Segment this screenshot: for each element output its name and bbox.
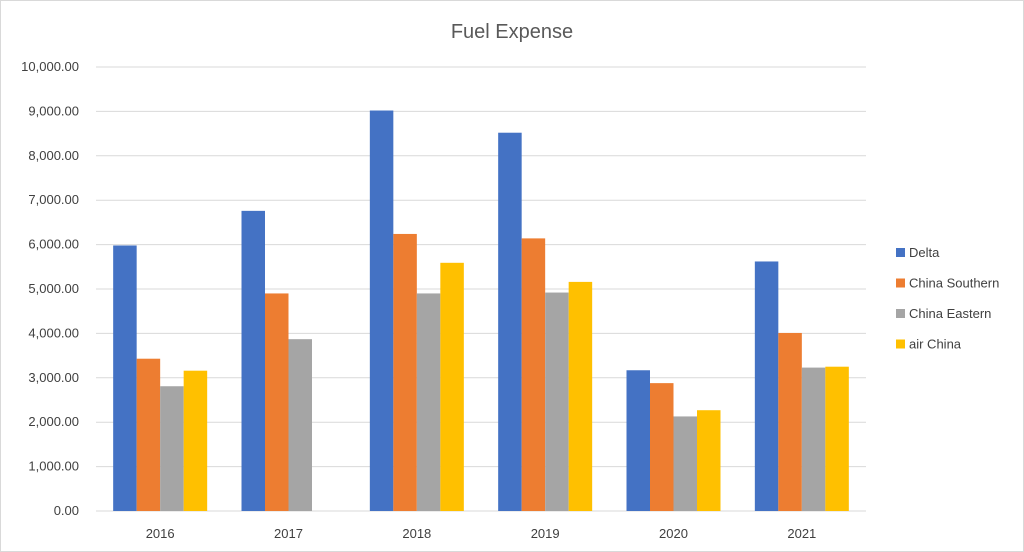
legend: Delta China Southern China Eastern air Chin… [896,245,999,352]
y-tick-label: 7,000.00 [28,192,79,207]
bar [825,366,849,511]
bar [183,370,208,511]
bar [568,281,593,511]
legend-swatch [896,278,905,288]
x-axis-ticks: 2016 2017 2018 2019 2020 2021 [146,526,817,541]
y-tick-label: 2,000.00 [28,414,79,429]
y-tick-label: 4,000.00 [28,325,79,340]
chart-title: Fuel Expense [451,21,573,43]
legend-swatch [896,339,905,349]
bar [241,210,265,511]
bar [393,233,417,511]
y-tick-label: 3,000.00 [28,370,79,385]
y-tick-label: 6,000.00 [28,237,79,252]
bar [626,370,650,511]
bar [650,383,674,511]
legend-label: Delta [909,245,940,260]
x-tick-label: 2019 [531,526,560,541]
bar [778,332,802,511]
bar [498,132,522,511]
bar [136,358,161,511]
bar [673,416,697,511]
bar [288,339,312,511]
y-tick-label: 0.00 [54,503,79,518]
legend-swatch [896,248,905,257]
x-tick-label: 2020 [659,526,688,541]
bar [265,293,289,511]
bar [697,410,721,511]
legend-label: China Southern [909,276,999,291]
legend-label: China Eastern [909,306,991,321]
bar [369,110,394,512]
x-tick-label: 2021 [787,526,816,541]
y-tick-label: 9,000.00 [28,103,79,118]
bar [160,386,184,511]
bar [440,262,464,511]
y-axis-ticks: 0.00 1,000.00 2,000.00 3,000.00 4,000.00 5,00… [21,59,79,518]
bar [521,238,546,511]
y-tick-label: 10,000.00 [21,59,79,74]
bar [801,367,826,511]
legend-swatch [896,309,905,318]
bar [754,261,779,511]
gridlines [96,66,866,512]
bar [545,292,569,511]
x-tick-label: 2016 [146,526,175,541]
bar [416,293,441,511]
x-tick-label: 2018 [402,526,431,541]
y-tick-label: 8,000.00 [28,148,79,163]
y-tick-label: 1,000.00 [28,459,79,474]
x-tick-label: 2017 [274,526,303,541]
y-tick-label: 5,000.00 [28,281,79,296]
legend-label: air China [909,337,962,352]
bars [113,110,849,512]
bar [113,245,137,511]
